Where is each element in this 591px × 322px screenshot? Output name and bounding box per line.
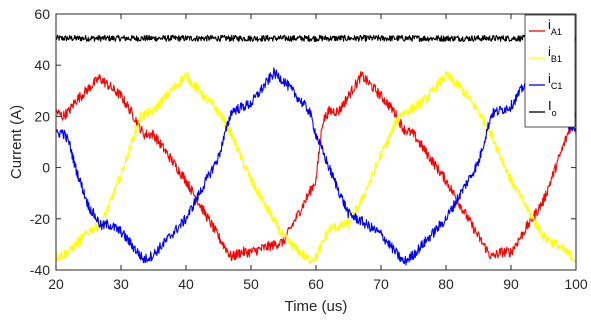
y-tick-label: -40 [30,262,50,278]
y-tick-label: 60 [34,6,50,22]
y-tick-label: 20 [34,108,50,124]
x-tick-label: 80 [438,276,454,292]
x-tick-label: 50 [243,276,259,292]
x-tick-label: 30 [113,276,129,292]
legend-box [524,14,576,128]
x-tick-label: 40 [178,276,194,292]
x-tick-label: 60 [308,276,324,292]
series-line-ia1 [55,71,577,262]
y-axis-title: Current (A) [8,105,25,179]
series-layer [55,34,577,266]
legend-label: iB1 [548,44,562,64]
legend: iA1 iB1 iC1 Io [524,14,576,128]
x-axis-title: Time (us) [285,298,348,315]
tick-layer: 20 30 40 50 60 70 80 90 100 -40 -20 0 20 40 60 [30,6,588,292]
series-line-ic1 [55,67,577,266]
series-line-io [55,34,577,42]
series-line-ib1 [55,70,577,265]
y-tick-label: 0 [42,160,50,176]
legend-label: iA1 [548,17,562,37]
x-tick-label: 100 [564,276,588,292]
legend-label: Io [548,98,557,118]
x-tick-label: 20 [48,276,64,292]
legend-label: iC1 [548,71,562,91]
x-tick-label: 90 [503,276,519,292]
x-tick-label: 70 [373,276,389,292]
y-tick-label: 40 [34,57,50,73]
y-tick-label: -20 [30,211,50,227]
